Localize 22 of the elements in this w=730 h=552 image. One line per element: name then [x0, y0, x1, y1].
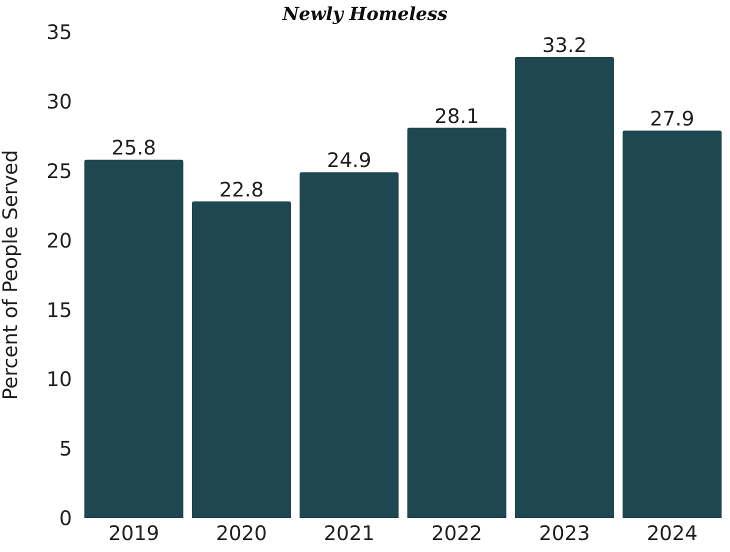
data-label: 22.8 [219, 177, 264, 202]
y-axis-title: Percent of People Served [0, 150, 22, 400]
x-tick-label: 2023 [539, 521, 590, 546]
x-tick-label: 2021 [324, 521, 375, 546]
data-label: 25.8 [112, 136, 156, 160]
x-tick-label: 2022 [431, 521, 482, 546]
x-tick-label: 2019 [108, 521, 160, 546]
y-tick-label: 15 [46, 298, 72, 322]
chart-title: Newly Homeless [282, 4, 448, 25]
x-tick-label: 2020 [216, 521, 267, 546]
data-label: 33.2 [542, 32, 587, 57]
y-tick-label: 5 [59, 436, 72, 461]
x-tick-label: 2024 [646, 521, 698, 546]
y-tick-label: 20 [46, 228, 72, 252]
y-tick-label: 0 [59, 506, 72, 530]
y-tick-label: 10 [46, 367, 72, 392]
data-label: 24.9 [326, 148, 372, 172]
y-tick-label: 25 [46, 158, 72, 183]
y-tick-label: 30 [46, 90, 72, 114]
y-tick-label: 35 [46, 20, 72, 44]
data-label: 28.1 [434, 104, 480, 128]
data-label: 27.9 [650, 106, 694, 131]
